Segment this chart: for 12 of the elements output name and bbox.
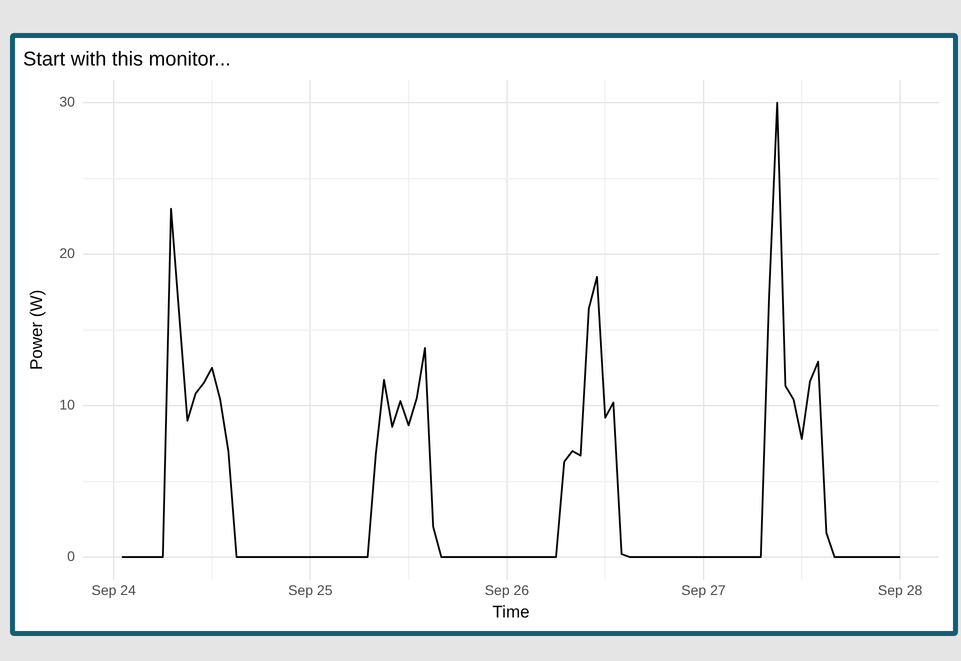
y-tick-label: 0 — [67, 548, 76, 564]
y-tick-label: 10 — [59, 396, 76, 412]
x-tick-label: Sep 25 — [288, 582, 333, 598]
y-tick-label: 20 — [59, 245, 76, 262]
y-tick-label: 30 — [59, 94, 76, 110]
y-axis-title: Power (W) — [26, 290, 46, 370]
x-tick-label: Sep 28 — [878, 582, 922, 598]
x-axis-title: Time — [492, 602, 530, 622]
x-tick-label: Sep 27 — [681, 582, 726, 598]
x-tick-label: Sep 26 — [484, 582, 530, 598]
x-tick-label: Sep 24 — [92, 582, 136, 598]
chart-title: Start with this monitor... — [23, 48, 231, 71]
